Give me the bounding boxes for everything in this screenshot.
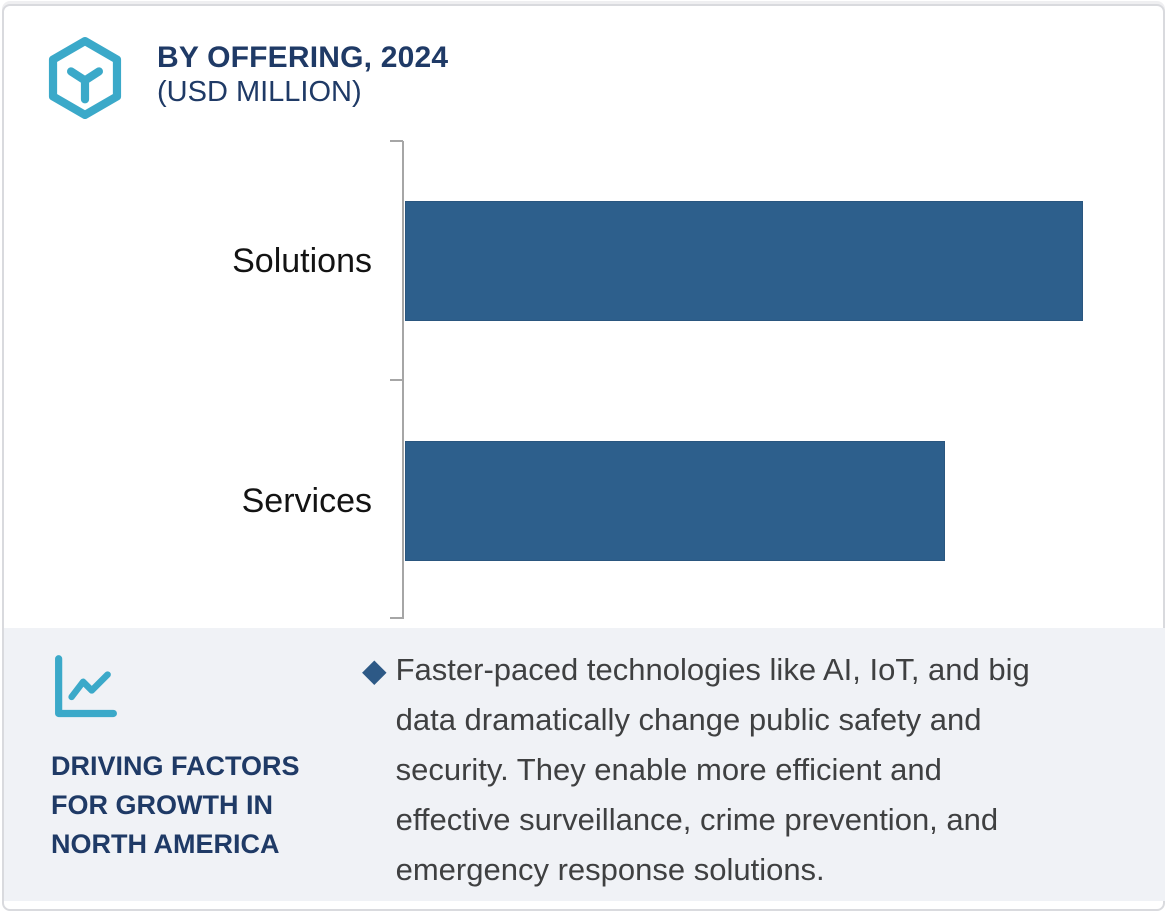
chart-subtitle: (USD MILLION) xyxy=(157,76,362,108)
diamond-bullet-icon: ◆ xyxy=(362,651,387,689)
bar-solutions xyxy=(405,201,1083,321)
category-axis-line xyxy=(402,141,404,619)
chart-title: BY OFFERING, 2024 xyxy=(157,41,449,74)
axis-tick xyxy=(390,617,403,619)
bullet-text: Faster-paced technologies like AI, IoT, … xyxy=(395,652,1030,887)
category-label-services: Services xyxy=(241,481,372,520)
panel-heading: DRIVING FACTORS FOR GROWTH IN NORTH AMER… xyxy=(51,751,300,859)
hexagon-y-logo-icon xyxy=(48,37,122,119)
bullet-item: ◆ Faster-paced technologies like AI, IoT… xyxy=(362,645,1132,895)
bar-services xyxy=(405,441,945,561)
axis-tick xyxy=(390,379,403,381)
axis-tick xyxy=(390,140,403,142)
chart-header: BY OFFERING, 2024 (USD MILLION) xyxy=(157,40,448,109)
category-label-solutions: Solutions xyxy=(232,241,372,280)
driving-factors-panel: DRIVING FACTORS FOR GROWTH IN NORTH AMER… xyxy=(4,628,1165,901)
line-chart-icon xyxy=(55,655,117,718)
